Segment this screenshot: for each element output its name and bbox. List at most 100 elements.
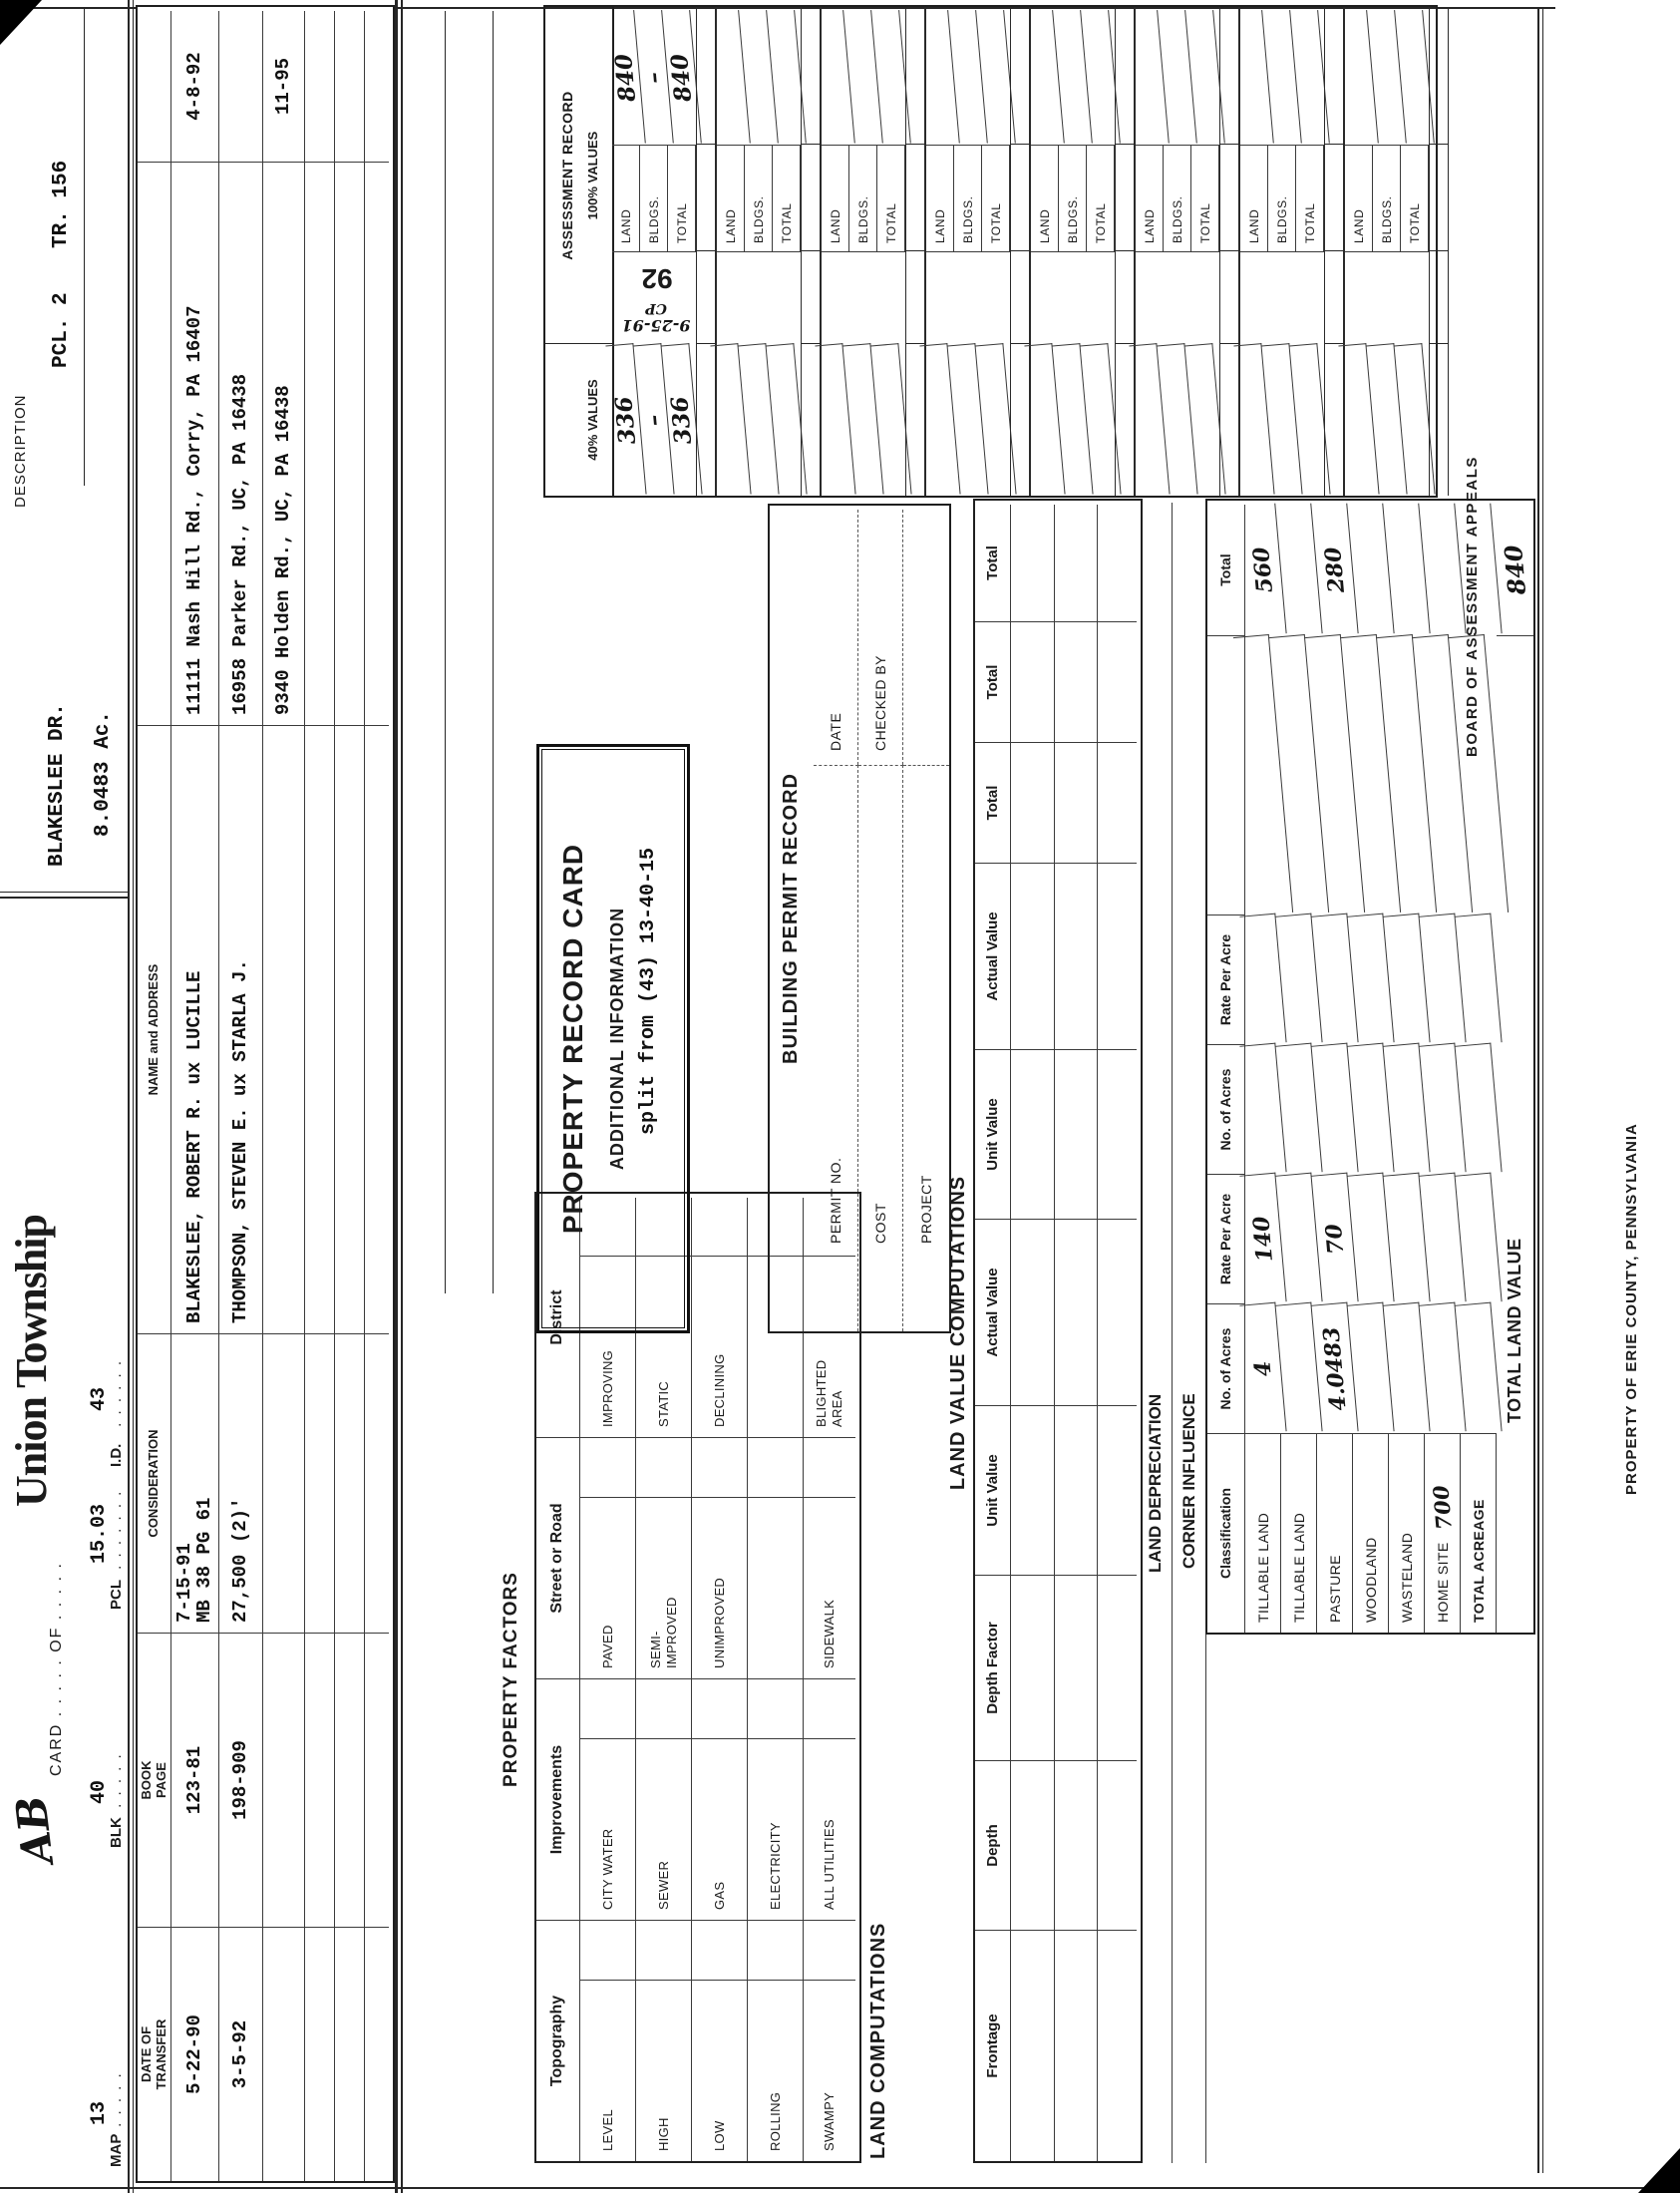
building-permit-title: BUILDING PERMIT RECORD [780, 773, 802, 1064]
assessment-group: LAND BLDGS. TOTAL [1233, 7, 1344, 497]
factor-item: SIDEWALK [804, 1497, 855, 1678]
factor-checkbox-cell [692, 1920, 748, 1980]
classification-header: Rate Per Acre [1207, 914, 1245, 1044]
classification-table: Classification No. of Acres Rate Per Acre N… [1205, 499, 1535, 1635]
assessment-group-grid: LAND BLDGS. TOTAL [1129, 7, 1226, 497]
section-divider-b [401, 0, 403, 2193]
assessment-group: LAND BLDGS. TOTAL [1024, 7, 1135, 497]
assessment-record-table: 40% VALUES ASSESSMENT RECORD 100% VALUES… [543, 5, 1449, 498]
classification-header: Total [1207, 505, 1245, 635]
permit-cell: PERMIT NO. [814, 765, 858, 1331]
transfer-cell [335, 11, 365, 162]
assessment-group: LAND BLDGS. TOTAL [1338, 7, 1449, 497]
classification-label: HOME SITE 700 [1425, 1433, 1461, 1633]
transfer-header [138, 11, 171, 162]
assessment-group-grid: LAND BLDGS. TOTAL [1233, 7, 1331, 497]
transfer-cell [305, 162, 335, 725]
assessment-row-label: TOTAL [877, 145, 905, 251]
total-land-value-label: TOTAL LAND VALUE [1505, 1238, 1524, 1423]
permit-cell: COST [858, 765, 903, 1331]
lvc-cell [1098, 1219, 1137, 1405]
field-value: 43 [88, 1386, 111, 1411]
transfer-cell: 9340 Holden Rd., UC, PA 16438 [263, 162, 305, 725]
factors-header: Street or Road [536, 1437, 580, 1678]
factor-item: SEWER [636, 1738, 692, 1920]
assessment-row-label: BLDGS. [1059, 145, 1087, 251]
factor-item: ALL UTILITIES [804, 1738, 855, 1920]
assessment-gap-line [1220, 144, 1239, 145]
assessment-gap-line [1011, 144, 1030, 145]
assessment-gap-line [906, 343, 925, 344]
classification-note: 700 [1428, 1484, 1457, 1532]
transfer-cell [219, 11, 263, 162]
lvc-cell [1098, 1575, 1137, 1760]
assessment-group: LAND BLDGS. TOTAL [919, 7, 1030, 497]
assessment-col40-header: 40% VALUES [585, 379, 600, 461]
lvc-cell [1055, 1049, 1098, 1219]
assessment-gap-line [1220, 250, 1239, 251]
transfer-header: CONSIDERATION [138, 1333, 171, 1633]
assessment-gap-band [696, 7, 716, 496]
land-value-computations-table: Frontage Depth Depth Factor Unit Value Actua… [973, 499, 1143, 2163]
field-value: 15.03 [88, 1503, 111, 1564]
assessment-gap-line [1116, 343, 1135, 344]
lvc-cell [1055, 1405, 1098, 1575]
assessment-gap-line [802, 343, 821, 344]
lvc-cell [1098, 1760, 1137, 1930]
assessment-date-cell [1031, 251, 1115, 344]
assessment-body: 336 LAND 840– BLDGS. –336 TOTAL 840 92 9-25-91 CP… [605, 7, 1449, 497]
transfer-header: DATE OF TRANSFER [138, 1927, 171, 2181]
transfer-cell: THOMPSON, STEVEN E. ux STARLA J. [219, 725, 263, 1333]
township-title: Union Township [7, 1215, 56, 1507]
lvc-header: Total [975, 505, 1011, 621]
assessment-year-stamp: 92 [641, 263, 673, 294]
lvc-header: Total [975, 621, 1011, 742]
transfer-cell: 27,500 (2)' [219, 1333, 263, 1633]
lvc-cell [1011, 505, 1055, 621]
description-acreage: 8.0483 Ac. [92, 710, 115, 837]
assessment-row-label: BLDGS. [1268, 145, 1296, 251]
assessment-group-grid: 336 LAND 840– BLDGS. –336 TOTAL 840 92 9-25-91 CP [605, 7, 703, 497]
factor-item: LOW [692, 1980, 748, 2161]
corner-influence-row: CORNER INFLUENCE [1172, 503, 1206, 2163]
assessment-row-label: LAND [822, 145, 849, 251]
assessment-date-note-line2: CP [645, 300, 667, 317]
assessment-date-note-line1: 9-25-91 [621, 316, 691, 336]
header-rule-b [133, 0, 134, 2193]
lvc-header: Actual Value [975, 863, 1011, 1049]
factor-item: ROLLING [748, 1980, 804, 2161]
card-of-label: CARD . . . . . OF . . . . . [48, 1562, 65, 1776]
lvc-cell [1011, 621, 1055, 742]
factor-item: LEVEL [580, 1980, 636, 2161]
lvc-header: Unit Value [975, 1049, 1011, 1219]
lvc-cell [1055, 621, 1098, 742]
continuation-rule-2 [493, 11, 494, 1293]
total-land-value-cell: TOTAL LAND VALUE [1497, 635, 1533, 1633]
description-tract: TR. 156 [50, 160, 73, 248]
field-value: 13 [88, 2100, 111, 2125]
assessment-group-grid: LAND BLDGS. TOTAL [1338, 7, 1436, 497]
factor-item: SWAMPY [804, 1980, 855, 2161]
prc-title: PROPERTY RECORD CARD [557, 843, 588, 1235]
transfer-cell: 123-81 [171, 1633, 219, 1927]
assessment-gap-line [1220, 343, 1239, 344]
assessment-gap-line [1325, 250, 1344, 251]
lvc-cell [1055, 1760, 1098, 1930]
factor-checkbox-cell [636, 1437, 692, 1497]
assessment-gap-line [906, 250, 925, 251]
assessment-row-label: LAND [717, 145, 745, 251]
classification-label: TILLABLE LAND [1245, 1433, 1281, 1633]
assessment-row-label: LAND [926, 145, 954, 251]
transfer-cell [335, 1633, 365, 1927]
assessment-row-label: LAND [1136, 145, 1164, 251]
assessment-row-label: TOTAL [773, 145, 801, 251]
description-box-border-b [0, 892, 130, 893]
transfer-cell: 7-15-91 MB 38 PG 61 [171, 1333, 219, 1633]
assessment-group-grid: LAND BLDGS. TOTAL [815, 7, 912, 497]
transfer-cell [335, 725, 365, 1333]
property-factors-title: PROPERTY FACTORS [501, 1572, 521, 1787]
assessment-row-label: TOTAL [1401, 145, 1429, 251]
lvc-cell [1011, 742, 1055, 863]
permit-cell: CHECKED BY [858, 510, 903, 765]
land-depreciation-row: LAND DEPRECIATION [1139, 503, 1173, 2163]
